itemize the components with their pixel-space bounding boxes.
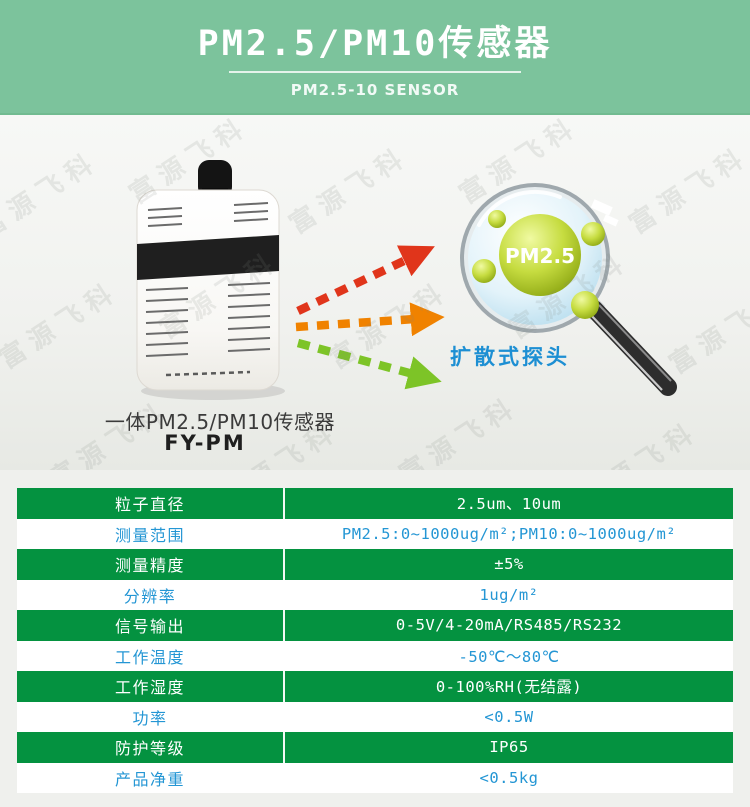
diffusion-graphic: PM2.5	[295, 183, 677, 396]
spec-value: <0.5kg	[479, 768, 539, 787]
spec-value: 2.5um、10um	[456, 495, 562, 514]
hero-section: 富源飞科 富源飞科 富源飞科 富源飞科 富源飞科 富源飞科 富源飞科 富源飞科 富源飞科 富源飞科…	[0, 115, 750, 470]
handle-highlight2	[598, 304, 672, 382]
spec-label: 测量精度	[17, 549, 285, 580]
spec-value: ±5%	[494, 555, 524, 574]
spec-label: 工作湿度	[17, 671, 285, 702]
spec-row: 分辨率 1ug/m²	[17, 579, 733, 610]
arrow-red	[296, 245, 435, 315]
magnifier-handle	[585, 300, 677, 396]
handle-highlight	[589, 313, 663, 391]
magnifier-label: PM2.5	[505, 244, 575, 268]
diffusion-arrows	[295, 245, 445, 390]
spec-value: -50℃～80℃	[458, 647, 560, 666]
spec-row: 产品净重 <0.5kg	[17, 762, 733, 793]
magnifier-graphic: PM2.5	[460, 183, 677, 396]
page-subtitle: PM2.5-10 SENSOR	[290, 81, 460, 99]
arrow-green	[296, 338, 442, 390]
spec-label: 工作温度	[114, 647, 185, 667]
spec-table: 粒子直径 2.5um、10um 测量范围 PM2.5:0~1000ug/m²;PM10…	[17, 488, 733, 793]
spec-value: 0-5V/4-20mA/RS485/RS232	[395, 616, 623, 635]
probe-label: 扩散式探头	[450, 345, 570, 369]
spec-value: <0.5W	[484, 707, 534, 726]
spec-value: IP65	[489, 738, 529, 757]
lens-glare	[477, 189, 562, 227]
spec-label: 产品净重	[114, 769, 185, 789]
lens-glint	[590, 199, 613, 216]
spec-value: 0-100%RH(无结露)	[435, 678, 583, 697]
spec-row: 测量精度 ±5%	[17, 549, 733, 580]
title-divider	[229, 71, 521, 73]
spec-label: 功率	[132, 708, 168, 728]
spec-row: 防护等级 IP65	[17, 732, 733, 763]
particle-small	[472, 259, 496, 283]
spec-label: 信号输出	[17, 610, 285, 641]
spec-row: 工作湿度 0-100%RH(无结露)	[17, 671, 733, 702]
particle-small	[581, 222, 605, 246]
spec-row: 测量范围 PM2.5:0~1000ug/m²;PM10:0~1000ug/m²	[17, 518, 733, 549]
spec-label: 粒子直径	[17, 488, 285, 519]
arrow-orange	[295, 302, 445, 337]
particle-small	[571, 291, 599, 319]
spec-value: 1ug/m²	[479, 585, 539, 604]
spec-label: 测量范围	[114, 525, 185, 545]
header: PM2.5/PM10传感器 PM2.5-10 SENSOR	[0, 0, 750, 115]
sensor-vents	[145, 202, 271, 357]
spec-value: PM2.5:0~1000ug/m²;PM10:0~1000ug/m²	[341, 524, 677, 543]
sensor-device-image	[136, 160, 285, 400]
spec-row: 信号输出 0-5V/4-20mA/RS485/RS232	[17, 610, 733, 641]
spec-row: 工作温度 -50℃～80℃	[17, 640, 733, 671]
particle-small	[488, 210, 506, 228]
sensor-black-band	[137, 235, 279, 280]
spec-row: 粒子直径 2.5um、10um	[17, 488, 733, 519]
particle-main	[499, 214, 581, 296]
page-title: PM2.5/PM10传感器	[197, 24, 553, 64]
product-model: FY-PM	[164, 431, 246, 455]
product-caption: 一体PM2.5/PM10传感器	[104, 410, 336, 434]
spec-row: 功率 <0.5W	[17, 701, 733, 732]
lens-glint2	[602, 214, 619, 227]
spec-label: 防护等级	[17, 732, 285, 763]
spec-label: 分辨率	[123, 586, 177, 606]
